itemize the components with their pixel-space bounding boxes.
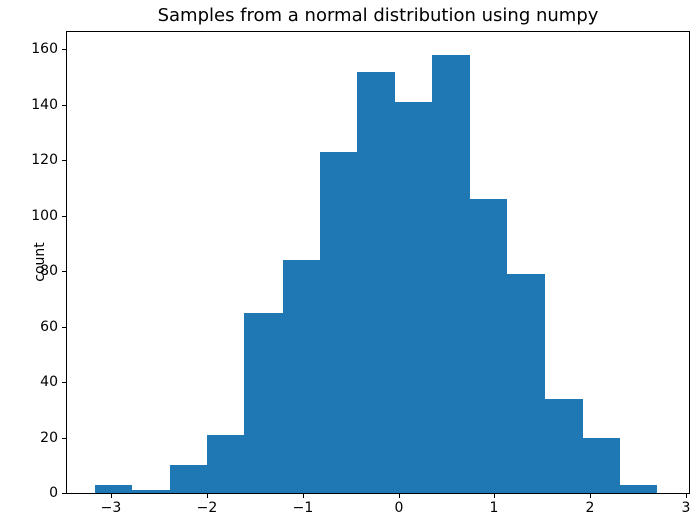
x-axis-tick-label: −1 <box>292 500 314 516</box>
y-axis-tick-label: 60 <box>40 319 58 335</box>
histogram-bar <box>283 260 320 493</box>
y-axis-tick <box>62 105 67 106</box>
x-axis-tick <box>399 494 400 498</box>
histogram-bar <box>95 485 132 493</box>
histogram-bar <box>244 313 283 493</box>
x-axis-tick <box>686 494 687 498</box>
histogram-bar <box>432 55 470 493</box>
x-axis-tick <box>303 494 304 498</box>
y-axis-tick-label: 140 <box>31 97 58 113</box>
y-axis-tick <box>62 49 67 50</box>
y-axis-tick-label: 0 <box>49 485 58 501</box>
y-axis-tick-label: 80 <box>40 263 58 279</box>
histogram-bar <box>357 72 395 493</box>
x-axis-tick <box>207 494 208 498</box>
y-axis-tick <box>62 438 67 439</box>
histogram-bar <box>207 435 244 493</box>
chart-title: Samples from a normal distribution using… <box>157 5 599 26</box>
histogram-bar <box>583 438 620 493</box>
y-axis-tick <box>62 382 67 383</box>
histogram-bar <box>132 490 170 493</box>
x-axis-tick-label: −3 <box>100 500 122 516</box>
histogram-bar <box>395 102 432 493</box>
y-axis-tick-label: 160 <box>31 41 58 57</box>
y-axis-tick <box>62 271 67 272</box>
y-axis-tick-label: 40 <box>40 374 58 390</box>
x-axis-tick <box>111 494 112 498</box>
histogram-bar <box>320 152 357 493</box>
plot-area <box>66 31 690 494</box>
y-axis-tick-label: 20 <box>40 430 58 446</box>
y-axis-tick <box>62 160 67 161</box>
x-axis-tick-label: −2 <box>196 500 218 516</box>
y-axis-tick <box>62 216 67 217</box>
histogram-bar <box>470 199 507 493</box>
y-axis-tick-label: 100 <box>31 208 58 224</box>
y-axis-tick-label: 120 <box>31 152 58 168</box>
x-axis-tick-label: 2 <box>585 500 595 516</box>
histogram-bar <box>620 485 657 493</box>
x-axis-tick <box>494 494 495 498</box>
histogram-bar <box>507 274 545 493</box>
x-axis-tick-label: 3 <box>681 500 691 516</box>
histogram-bar <box>170 465 207 493</box>
histogram-bar <box>545 399 583 493</box>
y-axis-tick <box>62 493 67 494</box>
x-axis-tick-label: 0 <box>394 500 404 516</box>
y-axis-tick <box>62 327 67 328</box>
x-axis-tick <box>590 494 591 498</box>
x-axis-tick-label: 1 <box>489 500 499 516</box>
